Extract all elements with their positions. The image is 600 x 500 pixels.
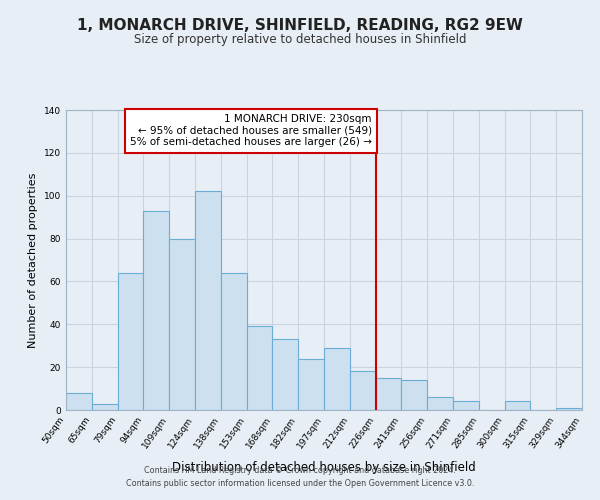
Text: Contains HM Land Registry data © Crown copyright and database right 2024.
Contai: Contains HM Land Registry data © Crown c… <box>126 466 474 487</box>
Bar <box>118 273 143 410</box>
Bar <box>427 397 453 410</box>
Bar <box>66 393 92 410</box>
Bar <box>169 238 195 410</box>
Bar <box>298 358 324 410</box>
Bar <box>401 380 427 410</box>
Bar <box>143 210 169 410</box>
Bar <box>272 340 298 410</box>
Text: Size of property relative to detached houses in Shinfield: Size of property relative to detached ho… <box>134 32 466 46</box>
Bar <box>247 326 272 410</box>
Bar <box>453 402 479 410</box>
Bar <box>195 192 221 410</box>
X-axis label: Distribution of detached houses by size in Shinfield: Distribution of detached houses by size … <box>172 461 476 474</box>
Bar <box>324 348 350 410</box>
Bar <box>505 402 530 410</box>
Bar <box>92 404 118 410</box>
Bar <box>376 378 401 410</box>
Bar <box>221 273 247 410</box>
Text: 1 MONARCH DRIVE: 230sqm
← 95% of detached houses are smaller (549)
5% of semi-de: 1 MONARCH DRIVE: 230sqm ← 95% of detache… <box>130 114 372 148</box>
Bar <box>350 372 376 410</box>
Bar <box>556 408 582 410</box>
Y-axis label: Number of detached properties: Number of detached properties <box>28 172 38 348</box>
Text: 1, MONARCH DRIVE, SHINFIELD, READING, RG2 9EW: 1, MONARCH DRIVE, SHINFIELD, READING, RG… <box>77 18 523 32</box>
